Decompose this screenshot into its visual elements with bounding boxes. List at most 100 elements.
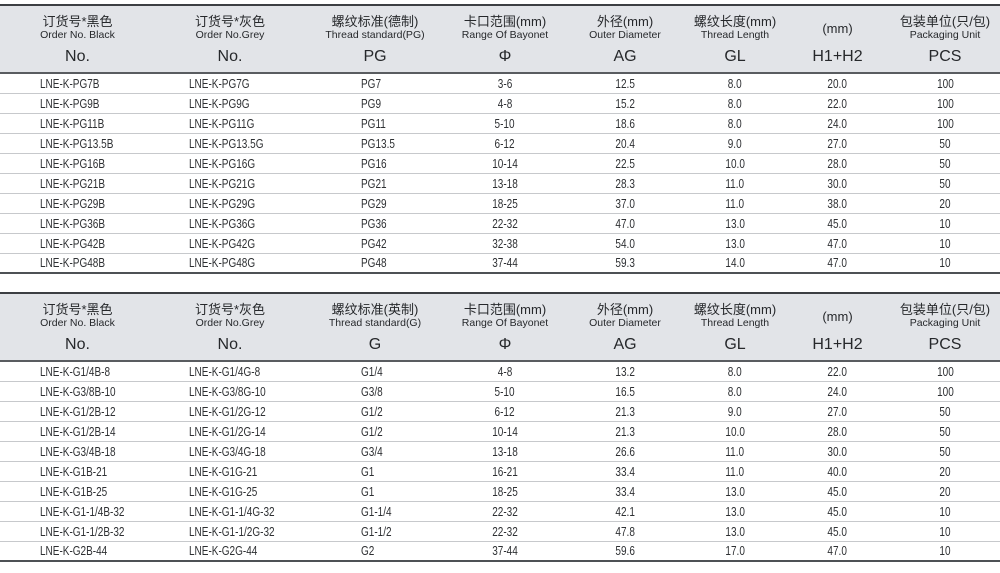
- column-label-en: Order No. Black: [40, 317, 115, 329]
- cell-bayonet-range: 37-44: [445, 254, 565, 272]
- cell-packaging-unit: 50: [890, 134, 1000, 153]
- table-row: LNE-K-G1-1/2B-32 LNE-K-G1-1/2G-32 G1-1/2 22…: [0, 522, 1000, 542]
- cell-order-no-grey: LNE-K-PG29G: [155, 194, 305, 213]
- cell-value: 16.5: [615, 384, 635, 399]
- cell-bayonet-range: 6-12: [445, 134, 565, 153]
- column-label-en: Packaging Unit: [909, 317, 981, 329]
- cell-value: LNE-K-G1/4G-8: [189, 364, 261, 379]
- cell-value: LNE-K-PG36B: [40, 216, 106, 231]
- cell-thread-length: 8.0: [685, 94, 785, 113]
- cell-value: 100: [936, 116, 954, 131]
- cell-outer-diameter: 33.4: [565, 462, 685, 481]
- cell-value: 27.0: [827, 136, 848, 151]
- cell-outer-diameter: 28.3: [565, 174, 685, 193]
- cell-value: PG48: [361, 256, 387, 270]
- column-label-en: Order No.Grey: [195, 317, 265, 329]
- cell-value: 50: [939, 404, 951, 419]
- column-header-h1-h2: (mm) H1+H2: [785, 294, 890, 360]
- column-label-cn: 包装单位(只/包): [899, 14, 991, 29]
- cell-packaging-unit: 100: [890, 382, 1000, 401]
- cell-order-no-black: LNE-K-G2B-44: [0, 542, 155, 560]
- cell-value: 45.0: [827, 504, 848, 519]
- cell-value: LNE-K-PG9G: [189, 96, 250, 111]
- cell-value: LNE-K-PG7B: [40, 76, 100, 91]
- cell-thread-standard: PG21: [305, 174, 445, 193]
- cell-value: LNE-K-G1-1/4B-32: [40, 504, 125, 519]
- cell-thread-standard: G1: [305, 462, 445, 481]
- cell-value: 30.0: [827, 176, 848, 191]
- cell-order-no-black: LNE-K-PG13.5B: [0, 134, 155, 153]
- column-header-thread-length: 螺纹长度(mm) Thread Length GL: [685, 294, 785, 360]
- cell-value: LNE-K-G1-1/4G-32: [189, 504, 275, 519]
- cell-h1-h2: 30.0: [785, 442, 890, 461]
- cell-value: 10: [939, 524, 951, 539]
- cell-value: 4-8: [497, 364, 513, 379]
- column-label-cn: 订货号*黑色: [42, 14, 113, 29]
- cell-value: LNE-K-G1G-21: [189, 464, 258, 479]
- cell-value: 10-14: [492, 156, 518, 171]
- cell-value: G2: [361, 544, 375, 558]
- cell-value: 8.0: [728, 364, 742, 379]
- table-row: LNE-K-PG11B LNE-K-PG11G PG11 5-10 18.6 8.0 24.…: [0, 114, 1000, 134]
- column-label-en: Order No.Grey: [195, 29, 265, 41]
- cell-h1-h2: 24.0: [785, 114, 890, 133]
- cell-value: 11.0: [725, 464, 745, 479]
- cell-value: 28.0: [827, 156, 848, 171]
- table-body: LNE-K-G1/4B-8 LNE-K-G1/4G-8 G1/4 4-8 13.2 8.0…: [0, 362, 1000, 562]
- cell-thread-length: 11.0: [685, 194, 785, 213]
- table-row: LNE-K-PG7B LNE-K-PG7G PG7 3-6 12.5 8.0 20.0 100: [0, 74, 1000, 94]
- cell-value: LNE-K-G1/4B-8: [40, 364, 111, 379]
- cell-thread-standard: PG13.5: [305, 134, 445, 153]
- cell-outer-diameter: 59.6: [565, 542, 685, 560]
- cell-bayonet-range: 3-6: [445, 74, 565, 93]
- cell-value: 22-32: [492, 216, 518, 231]
- cell-packaging-unit: 100: [890, 114, 1000, 133]
- cell-h1-h2: 47.0: [785, 254, 890, 272]
- cell-thread-length: 9.0: [685, 134, 785, 153]
- column-label-en: Thread standard(G): [328, 317, 422, 329]
- cell-order-no-black: LNE-K-PG16B: [0, 154, 155, 173]
- column-label-en: Outer Diameter: [589, 29, 661, 41]
- cell-packaging-unit: 10: [890, 542, 1000, 560]
- cell-h1-h2: 24.0: [785, 382, 890, 401]
- column-label-cn: 螺纹长度(mm): [693, 14, 777, 29]
- cell-bayonet-range: 5-10: [445, 114, 565, 133]
- cell-order-no-black: LNE-K-PG21B: [0, 174, 155, 193]
- cell-thread-length: 11.0: [685, 462, 785, 481]
- cell-value: 8.0: [728, 96, 742, 111]
- column-symbol: No.: [65, 336, 90, 353]
- cell-h1-h2: 45.0: [785, 522, 890, 541]
- column-header-labels: 螺纹标准(德制) Thread standard(PG): [325, 13, 424, 43]
- cell-bayonet-range: 6-12: [445, 402, 565, 421]
- cell-thread-length: 13.0: [685, 214, 785, 233]
- cell-bayonet-range: 13-18: [445, 174, 565, 193]
- cell-value: 100: [936, 364, 954, 379]
- cell-thread-standard: G3/4: [305, 442, 445, 461]
- cell-value: 50: [939, 156, 951, 171]
- cell-value: PG7: [361, 76, 382, 91]
- column-label-en: Outer Diameter: [589, 317, 661, 329]
- cell-bayonet-range: 18-25: [445, 482, 565, 501]
- cell-value: 37-44: [492, 256, 518, 270]
- column-symbol: AG: [613, 336, 637, 353]
- column-symbol: No.: [217, 336, 243, 353]
- cell-order-no-black: LNE-K-G3/4B-18: [0, 442, 155, 461]
- cell-order-no-black: LNE-K-G1B-21: [0, 462, 155, 481]
- cell-packaging-unit: 50: [890, 174, 1000, 193]
- cell-value: PG13.5: [361, 136, 395, 151]
- cell-order-no-grey: LNE-K-PG11G: [155, 114, 305, 133]
- cell-value: 33.4: [615, 484, 635, 499]
- cell-thread-standard: G1/2: [305, 422, 445, 441]
- cell-value: 4-8: [497, 96, 513, 111]
- cell-value: G1: [361, 484, 375, 499]
- column-label-cn: 外径(mm): [596, 14, 654, 29]
- cell-outer-diameter: 15.2: [565, 94, 685, 113]
- cell-value: 13-18: [492, 176, 518, 191]
- cell-value: 37.0: [615, 196, 635, 211]
- cell-value: 45.0: [827, 524, 848, 539]
- cell-value: 50: [939, 176, 951, 191]
- cell-value: PG36: [361, 216, 387, 231]
- cell-order-no-grey: LNE-K-G1/2G-12: [155, 402, 305, 421]
- cell-value: 47.0: [827, 544, 848, 558]
